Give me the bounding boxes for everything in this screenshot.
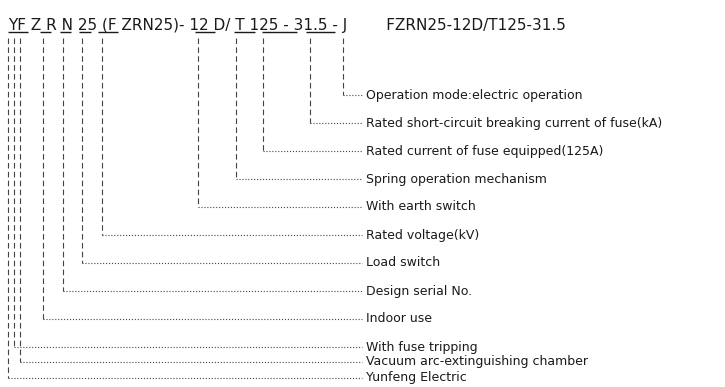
Text: YF Z R N 25 (F ZRN25)- 12 D/ T 125 - 31.5 - J        FZRN25-12D/T125-31.5: YF Z R N 25 (F ZRN25)- 12 D/ T 125 - 31.… xyxy=(8,18,566,33)
Text: Vacuum arc-extinguishing chamber: Vacuum arc-extinguishing chamber xyxy=(366,356,588,368)
Text: Operation mode:electric operation: Operation mode:electric operation xyxy=(366,89,582,101)
Text: Design serial No.: Design serial No. xyxy=(366,284,472,298)
Text: Rated current of fuse equipped(125A): Rated current of fuse equipped(125A) xyxy=(366,144,603,158)
Text: Indoor use: Indoor use xyxy=(366,312,432,325)
Text: Rated short-circuit breaking current of fuse(kA): Rated short-circuit breaking current of … xyxy=(366,116,662,130)
Text: Yunfeng Electric: Yunfeng Electric xyxy=(366,372,467,385)
Text: Load switch: Load switch xyxy=(366,257,440,269)
Text: With fuse tripping: With fuse tripping xyxy=(366,341,478,353)
Text: Rated voltage(kV): Rated voltage(kV) xyxy=(366,228,479,241)
Text: With earth switch: With earth switch xyxy=(366,200,476,214)
Text: Spring operation mechanism: Spring operation mechanism xyxy=(366,173,547,185)
